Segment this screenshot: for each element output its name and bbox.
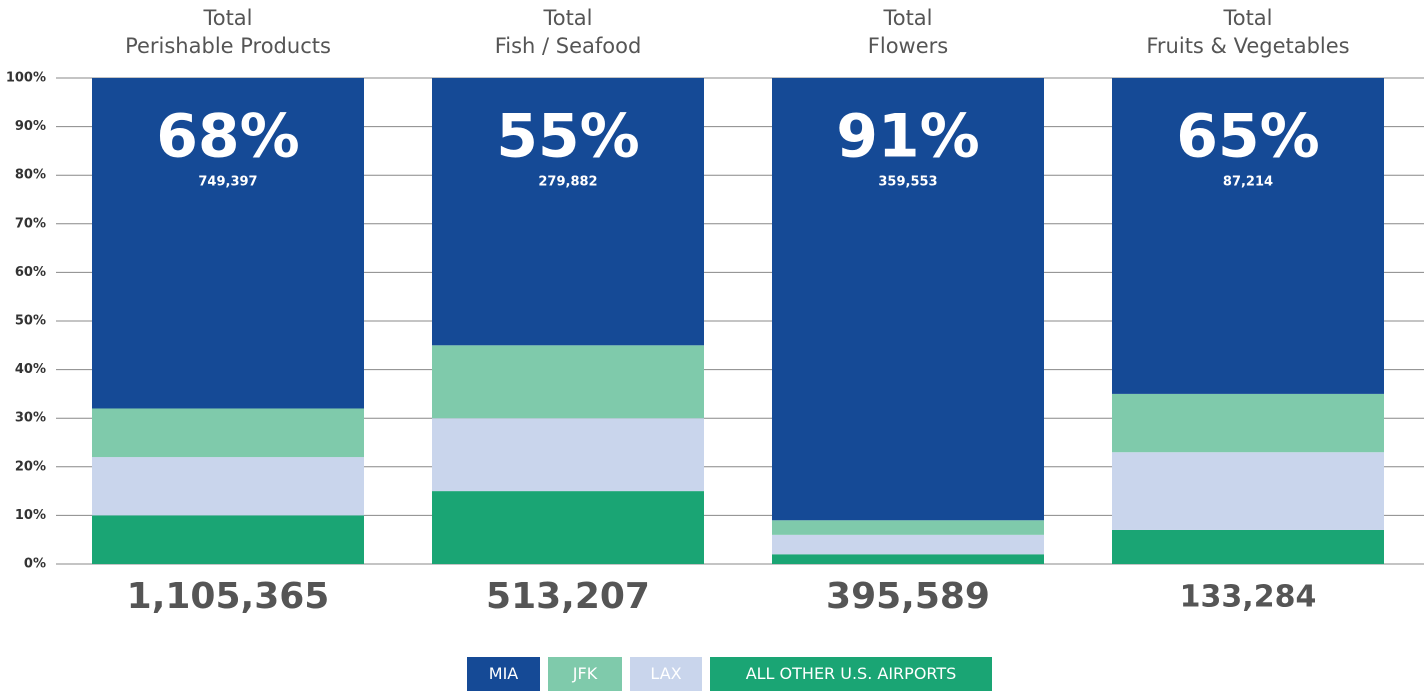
y-tick-label: 0% <box>24 557 46 572</box>
category-title: Total Fish / Seafood <box>398 4 738 60</box>
chart: 0% 10% 20% 30% 40% 50% 60% 70% 80% 90% 100% 68% 749,… <box>0 0 1424 691</box>
legend-item: JFK <box>548 657 622 691</box>
bar-segment <box>772 520 1044 535</box>
bar-segment <box>92 515 364 564</box>
count-label: 87,214 <box>1223 175 1273 190</box>
bar-segment <box>772 554 1044 564</box>
y-tick-label: 10% <box>15 508 46 523</box>
bar-segment <box>1112 452 1384 530</box>
y-tick-label: 90% <box>15 119 46 134</box>
bar-segment <box>432 345 704 418</box>
count-label: 749,397 <box>198 175 257 190</box>
total-label: 513,207 <box>486 576 650 617</box>
count-label: 279,882 <box>538 175 597 190</box>
y-tick-label: 100% <box>6 71 46 86</box>
y-tick-label: 20% <box>15 459 46 474</box>
value-label: 65% <box>1176 102 1320 172</box>
bar-segment <box>1112 394 1384 452</box>
y-tick-label: 60% <box>15 265 46 280</box>
count-label: 359,553 <box>878 175 937 190</box>
total-label: 1,105,365 <box>127 576 330 617</box>
category-title: Total Perishable Products <box>58 4 398 60</box>
y-tick-label: 80% <box>15 168 46 183</box>
legend-item: ALL OTHER U.S. AIRPORTS <box>710 657 992 691</box>
total-label: 395,589 <box>826 576 990 617</box>
value-label: 55% <box>496 102 640 172</box>
y-tick-label: 50% <box>15 314 46 329</box>
value-label: 68% <box>156 102 300 172</box>
page: 0% 10% 20% 30% 40% 50% 60% 70% 80% 90% 100% 68% 749,… <box>0 0 1424 691</box>
bar-segment <box>92 457 364 515</box>
y-tick-label: 30% <box>15 411 46 426</box>
total-label: 133,284 <box>1180 580 1317 615</box>
y-tick-label: 40% <box>15 362 46 377</box>
y-tick-label: 70% <box>15 216 46 231</box>
category-title: Total Flowers <box>738 4 1078 60</box>
legend-item: MIA <box>467 657 540 691</box>
bar-segment <box>432 491 704 564</box>
bar-segment <box>1112 530 1384 564</box>
legend-item: LAX <box>630 657 702 691</box>
bar-segment <box>92 408 364 457</box>
value-label: 91% <box>836 102 980 172</box>
category-title: Total Fruits & Vegetables <box>1078 4 1418 60</box>
bar-segment <box>432 418 704 491</box>
bar-segment <box>772 535 1044 554</box>
